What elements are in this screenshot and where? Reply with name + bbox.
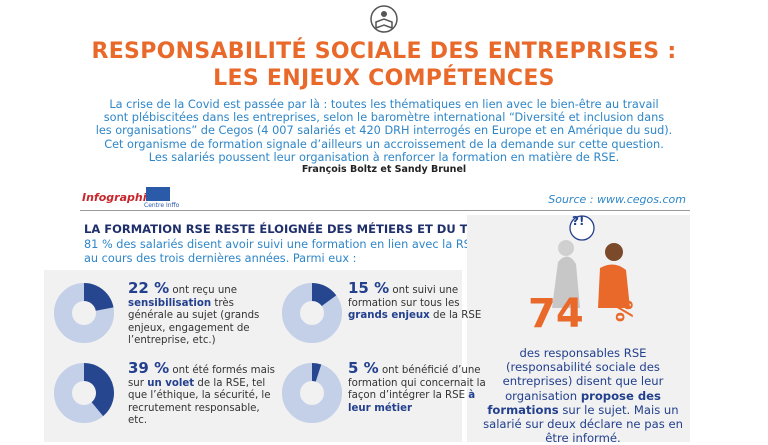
right-text: des responsables RSE (responsabilité soc… (478, 346, 688, 445)
title-line: RESPONSABILITÉ SOCIALE DES ENTREPRISES : (91, 39, 677, 64)
donut-arc (311, 363, 322, 382)
intro-line: sont plébiscitées dans les entreprises, … (103, 111, 665, 125)
big-value: 74 (528, 291, 584, 337)
donut-arc (311, 283, 337, 307)
stats-panel (44, 270, 462, 442)
text: ont été formés mais sur (128, 365, 275, 389)
bold-text: un volet (147, 377, 195, 389)
intro-line: La crise de la Covid est passée par là :… (109, 98, 659, 111)
stat-value: 22 % (128, 279, 170, 297)
bold-text: propose des formations (487, 388, 661, 417)
source: Source : www.cegos.com (548, 193, 686, 206)
brand-label: Infographie (82, 191, 154, 204)
left-heading: LA FORMATION RSE RESTE ÉLOIGNÉE DES MÉTI… (84, 222, 516, 236)
text: des responsables RSE (responsabilité soc… (502, 346, 664, 403)
donut (282, 363, 342, 423)
person-illustration (552, 215, 630, 308)
lead-line: au cours des trois dernières années. Par… (84, 252, 357, 265)
text: très générale au sujet (grands enjeux, e… (128, 297, 260, 347)
donut (54, 283, 114, 343)
logo-text: Centre Inffo (144, 202, 180, 209)
authors: François Boltz et Sandy Brunel (301, 164, 467, 175)
text: de la RSE, tel que l’éthique, la sécurit… (128, 377, 271, 427)
thought-bubble: ?! (572, 214, 585, 228)
donut-arc (83, 363, 114, 417)
book-icon (370, 5, 398, 33)
intro-line: Cet organisme de formation signale d’ail… (104, 137, 664, 151)
text: ont suivi une formation sur tous les (348, 285, 460, 309)
stat-value: 39 % (128, 359, 170, 377)
stat-text: 39 % ont été formés mais sur un volet de… (128, 359, 278, 428)
stat-value: 15 % (348, 279, 390, 297)
bold-text: à leur métier (348, 390, 476, 414)
intro-line: Les salariés poussent leur organisation … (148, 150, 620, 164)
big-unit: % (610, 300, 635, 323)
text: ont reçu une (172, 285, 238, 296)
intro-line: les organisations” de Cegos (4 007 salar… (95, 124, 673, 138)
title: RESPONSABILITÉ SOCIALE DES ENTREPRISES :… (0, 38, 768, 92)
donut-arc (83, 283, 114, 312)
bold-text: grands enjeux (348, 310, 430, 322)
intro: La crise de la Covid est passée par là :… (0, 98, 768, 164)
lead-line: 81 % des salariés disent avoir suivi une… (84, 238, 478, 251)
title-line: LES ENJEUX COMPÉTENCES (213, 66, 555, 91)
separator (80, 210, 690, 211)
donut (282, 283, 342, 343)
text: ont bénéficié d’une formation qui concer… (348, 365, 486, 402)
stat-text: 5 % ont bénéficié d’une formation qui co… (348, 359, 498, 415)
stat-value: 5 % (348, 359, 379, 377)
donut (54, 363, 114, 423)
logo-mark (146, 187, 170, 201)
stat-text: 22 % ont reçu une sensibilisation très g… (128, 279, 278, 348)
bold-text: sensibilisation (128, 297, 212, 309)
left-lead: 81 % des salariés disent avoir suivi une… (84, 238, 478, 266)
right-panel (467, 215, 690, 442)
text: de la RSE (432, 310, 482, 322)
stat-text: 15 % ont suivi une formation sur tous le… (348, 279, 498, 323)
